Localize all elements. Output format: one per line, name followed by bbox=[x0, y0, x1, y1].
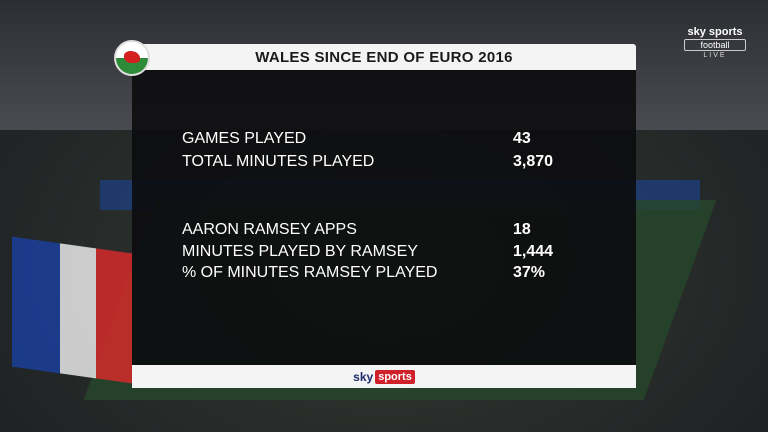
stat-value: 37% bbox=[513, 264, 546, 281]
stat-value: 43 bbox=[513, 130, 531, 147]
brand-sub: sports bbox=[375, 369, 415, 384]
stat-label: % OF MINUTES RAMSEY PLAYED bbox=[182, 264, 438, 281]
stat-label: TOTAL MINUTES PLAYED bbox=[182, 153, 375, 170]
stat-label: MINUTES PLAYED BY RAMSEY bbox=[182, 243, 418, 260]
stat-label: AARON RAMSEY APPS bbox=[182, 221, 357, 238]
channel-name: sky sports bbox=[687, 26, 743, 38]
wales-flag bbox=[114, 40, 150, 76]
banner bbox=[12, 236, 132, 384]
footer-bar: sky sports bbox=[132, 365, 636, 388]
stat-value: 1,444 bbox=[513, 243, 554, 260]
stat-label: GAMES PLAYED bbox=[182, 130, 307, 147]
stats-panel bbox=[132, 70, 636, 365]
channel-sub: football bbox=[684, 39, 746, 51]
title: WALES SINCE END OF EURO 2016 bbox=[255, 48, 513, 66]
stat-value: 3,870 bbox=[513, 153, 554, 170]
title-bar: WALES SINCE END OF EURO 2016 bbox=[132, 44, 636, 70]
live-status: LIVE bbox=[703, 52, 727, 59]
stat-value: 18 bbox=[513, 221, 531, 238]
brand: sky bbox=[353, 369, 374, 384]
channel-logo: sky sports football LIVE bbox=[684, 26, 746, 59]
